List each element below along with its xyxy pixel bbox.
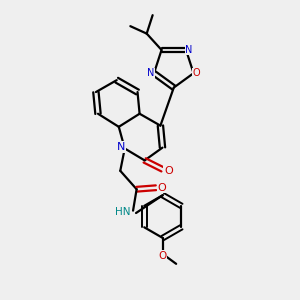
Text: O: O [158,183,166,193]
Text: N: N [185,45,193,55]
Text: O: O [192,68,200,78]
Text: HN: HN [115,207,130,217]
Text: O: O [164,166,173,176]
Text: N: N [117,142,125,152]
Text: N: N [147,68,154,78]
Text: O: O [159,251,167,261]
